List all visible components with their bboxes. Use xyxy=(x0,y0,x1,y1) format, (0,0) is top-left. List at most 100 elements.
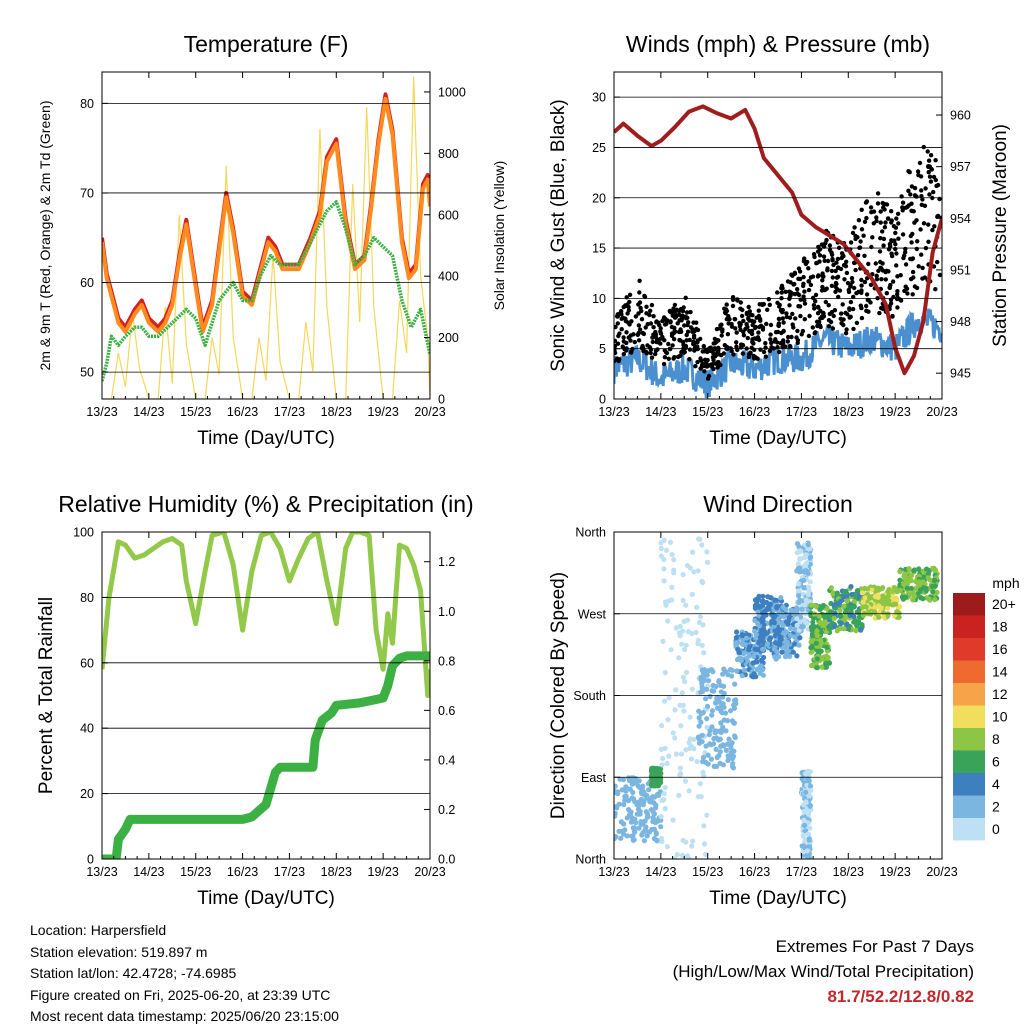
gust-point xyxy=(776,323,781,329)
direction-point xyxy=(828,610,834,616)
gust-point xyxy=(638,305,643,311)
gust-point xyxy=(853,267,858,273)
direction-point xyxy=(683,669,690,676)
direction-point xyxy=(707,693,713,700)
gust-point xyxy=(881,236,887,242)
gust-point xyxy=(859,227,865,232)
gust-point xyxy=(888,282,893,288)
direction-point xyxy=(648,807,654,813)
gust-point xyxy=(787,296,792,301)
gust-point xyxy=(826,318,832,323)
direction-point xyxy=(797,619,803,625)
direction-point xyxy=(614,803,620,810)
gust-point xyxy=(621,304,626,310)
direction-point xyxy=(700,710,706,716)
gust-point xyxy=(919,252,924,257)
direction-point xyxy=(700,754,707,761)
colorbar-swatch xyxy=(953,638,985,661)
direction-point xyxy=(802,809,808,815)
gust-point xyxy=(859,207,864,212)
gust-point xyxy=(702,349,707,354)
direction-point xyxy=(801,817,807,823)
direction-point xyxy=(806,588,812,594)
direction-point xyxy=(803,597,809,603)
direction-point xyxy=(916,579,922,585)
direction-point xyxy=(807,769,814,775)
gust-point xyxy=(750,339,755,344)
direction-point xyxy=(658,746,665,753)
gust-point xyxy=(614,324,618,330)
gust-point xyxy=(678,308,683,313)
direction-point xyxy=(814,628,820,634)
chart-panel-4: 13/23 14/23 15/23 16/23 17/23 18/23 19/23 20/23… xyxy=(548,491,958,909)
gust-point xyxy=(864,215,869,221)
x-tick-label: 14/23 xyxy=(645,405,676,419)
direction-point xyxy=(661,566,667,572)
gust-point xyxy=(920,265,925,271)
direction-point xyxy=(806,837,812,843)
direction-point xyxy=(834,590,840,596)
y-tick-label: 20 xyxy=(592,191,606,205)
extremes-values: 81.7/52.2/12.8/0.82 xyxy=(827,987,974,1006)
gust-point xyxy=(830,275,835,280)
gust-point xyxy=(753,324,758,330)
gust-point xyxy=(617,357,622,362)
gust-point xyxy=(735,297,740,302)
colorbar-unit: mph xyxy=(992,575,1019,591)
gust-point xyxy=(874,273,879,278)
y-tick-label: 15 xyxy=(592,242,606,256)
direction-point xyxy=(673,751,680,757)
gust-point xyxy=(839,251,845,256)
direction-point xyxy=(729,755,735,761)
gust-point xyxy=(644,311,649,316)
station-info: Location: Harpersfield Station elevation… xyxy=(30,920,339,1028)
gust-point xyxy=(850,279,855,285)
direction-point xyxy=(654,838,660,844)
direction-point xyxy=(780,622,786,629)
gust-point xyxy=(690,329,695,334)
gust-point xyxy=(695,359,700,365)
gust-point xyxy=(859,315,865,321)
direction-point xyxy=(819,664,825,670)
direction-point xyxy=(894,609,900,615)
direction-point xyxy=(704,724,710,731)
direction-point xyxy=(803,789,809,796)
direction-point xyxy=(637,811,643,817)
x-tick-label: 13/23 xyxy=(598,405,629,419)
direction-point xyxy=(653,831,659,837)
gust-point xyxy=(915,169,921,174)
direction-point xyxy=(704,716,710,722)
direction-point xyxy=(794,622,800,628)
direction-point xyxy=(682,679,688,685)
direction-point xyxy=(734,668,740,674)
x-tick-label: 20/23 xyxy=(926,405,957,419)
gust-point xyxy=(669,324,675,330)
gust-point xyxy=(843,331,849,336)
gust-point xyxy=(880,229,885,234)
chart-title: Relative Humidity (%) & Precipitation (i… xyxy=(58,491,473,517)
direction-point xyxy=(814,656,821,662)
gust-point xyxy=(812,306,817,311)
direction-point xyxy=(709,712,715,718)
direction-point xyxy=(733,697,739,703)
gust-point xyxy=(895,274,900,279)
direction-point xyxy=(930,589,936,595)
gust-point xyxy=(633,314,639,319)
direction-point xyxy=(926,596,932,602)
direction-point xyxy=(694,759,700,765)
gust-point xyxy=(705,376,711,381)
y-tick-label: 80 xyxy=(80,97,94,111)
gust-point xyxy=(833,268,838,274)
gust-point xyxy=(651,314,656,319)
direction-point xyxy=(640,820,646,826)
direction-point xyxy=(709,724,715,730)
direction-point xyxy=(620,777,627,783)
direction-point xyxy=(712,730,718,736)
direction-point xyxy=(743,642,749,648)
gust-point xyxy=(688,309,693,315)
direction-point xyxy=(659,839,665,845)
gust-point xyxy=(768,322,774,328)
direction-point xyxy=(782,654,789,660)
direction-point xyxy=(799,606,805,612)
gust-point xyxy=(798,313,803,319)
